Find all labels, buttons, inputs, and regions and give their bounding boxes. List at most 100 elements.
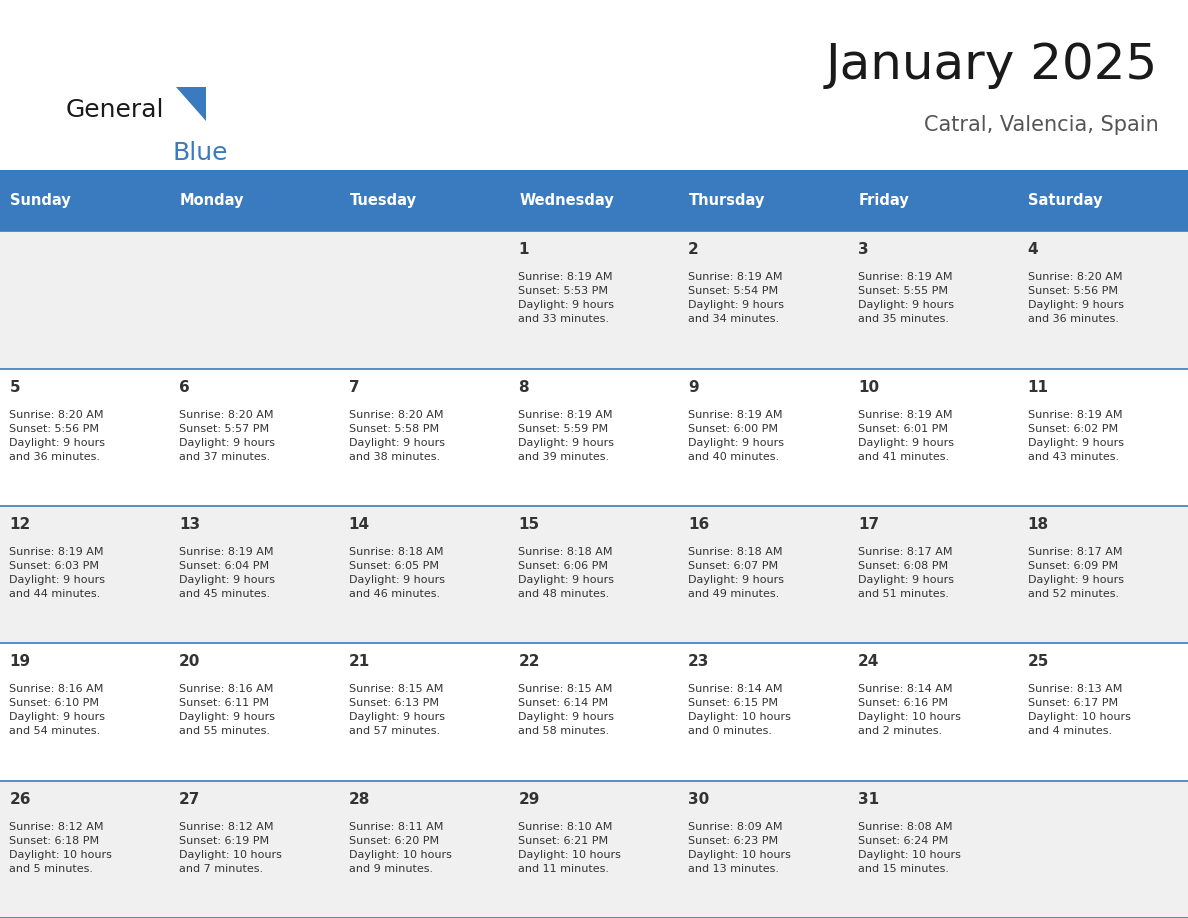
Bar [170,170,340,231]
Bar [678,506,848,644]
Bar [848,231,1018,368]
Bar [0,170,170,231]
Bar [170,780,340,918]
Text: 25: 25 [1028,655,1049,669]
Text: Sunrise: 8:12 AM
Sunset: 6:18 PM
Daylight: 10 hours
and 5 minutes.: Sunrise: 8:12 AM Sunset: 6:18 PM Dayligh… [10,822,112,874]
Text: Sunrise: 8:18 AM
Sunset: 6:06 PM
Daylight: 9 hours
and 48 minutes.: Sunrise: 8:18 AM Sunset: 6:06 PM Dayligh… [518,547,614,599]
Text: Friday: Friday [859,193,910,208]
Text: Sunrise: 8:19 AM
Sunset: 6:02 PM
Daylight: 9 hours
and 43 minutes.: Sunrise: 8:19 AM Sunset: 6:02 PM Dayligh… [1028,409,1124,462]
Text: Sunrise: 8:17 AM
Sunset: 6:08 PM
Daylight: 9 hours
and 51 minutes.: Sunrise: 8:17 AM Sunset: 6:08 PM Dayligh… [858,547,954,599]
Text: 3: 3 [858,242,868,257]
Bar [0,368,170,506]
Bar [678,644,848,780]
Bar [848,644,1018,780]
Text: 10: 10 [858,379,879,395]
Bar [170,506,340,644]
Text: Sunrise: 8:18 AM
Sunset: 6:07 PM
Daylight: 9 hours
and 49 minutes.: Sunrise: 8:18 AM Sunset: 6:07 PM Dayligh… [688,547,784,599]
Bar [0,644,170,780]
Text: 9: 9 [688,379,699,395]
Text: Sunrise: 8:19 AM
Sunset: 5:55 PM
Daylight: 9 hours
and 35 minutes.: Sunrise: 8:19 AM Sunset: 5:55 PM Dayligh… [858,273,954,324]
Text: Sunrise: 8:09 AM
Sunset: 6:23 PM
Daylight: 10 hours
and 13 minutes.: Sunrise: 8:09 AM Sunset: 6:23 PM Dayligh… [688,822,791,874]
Bar [0,231,170,368]
Text: 21: 21 [349,655,369,669]
Text: Sunrise: 8:19 AM
Sunset: 6:01 PM
Daylight: 9 hours
and 41 minutes.: Sunrise: 8:19 AM Sunset: 6:01 PM Dayligh… [858,409,954,462]
Bar [0,506,170,644]
Text: Sunrise: 8:19 AM
Sunset: 5:54 PM
Daylight: 9 hours
and 34 minutes.: Sunrise: 8:19 AM Sunset: 5:54 PM Dayligh… [688,273,784,324]
Text: 18: 18 [1028,517,1049,532]
Bar [848,170,1018,231]
Text: Sunrise: 8:10 AM
Sunset: 6:21 PM
Daylight: 10 hours
and 11 minutes.: Sunrise: 8:10 AM Sunset: 6:21 PM Dayligh… [518,822,621,874]
Text: Blue: Blue [172,141,228,165]
Text: 12: 12 [10,517,31,532]
Text: Saturday: Saturday [1029,193,1102,208]
Text: General: General [65,98,164,122]
Text: Sunrise: 8:19 AM
Sunset: 6:04 PM
Daylight: 9 hours
and 45 minutes.: Sunrise: 8:19 AM Sunset: 6:04 PM Dayligh… [179,547,276,599]
Bar [678,231,848,368]
Text: Sunrise: 8:20 AM
Sunset: 5:57 PM
Daylight: 9 hours
and 37 minutes.: Sunrise: 8:20 AM Sunset: 5:57 PM Dayligh… [179,409,276,462]
Text: Tuesday: Tuesday [349,193,417,208]
Text: 29: 29 [518,791,539,807]
Text: 28: 28 [349,791,371,807]
Bar [0,780,170,918]
Bar [510,644,678,780]
Bar [510,368,678,506]
Text: 17: 17 [858,517,879,532]
Text: Sunrise: 8:19 AM
Sunset: 5:53 PM
Daylight: 9 hours
and 33 minutes.: Sunrise: 8:19 AM Sunset: 5:53 PM Dayligh… [518,273,614,324]
Text: 26: 26 [10,791,31,807]
Polygon shape [176,87,206,121]
Text: Sunrise: 8:11 AM
Sunset: 6:20 PM
Daylight: 10 hours
and 9 minutes.: Sunrise: 8:11 AM Sunset: 6:20 PM Dayligh… [349,822,451,874]
Text: 19: 19 [10,655,31,669]
Bar [510,780,678,918]
Text: Sunrise: 8:19 AM
Sunset: 6:00 PM
Daylight: 9 hours
and 40 minutes.: Sunrise: 8:19 AM Sunset: 6:00 PM Dayligh… [688,409,784,462]
Bar [1018,170,1188,231]
Text: Catral, Valencia, Spain: Catral, Valencia, Spain [923,115,1158,135]
Bar [510,506,678,644]
Bar [170,644,340,780]
Text: 7: 7 [349,379,360,395]
Text: Monday: Monday [179,193,245,208]
Text: Sunrise: 8:20 AM
Sunset: 5:56 PM
Daylight: 9 hours
and 36 minutes.: Sunrise: 8:20 AM Sunset: 5:56 PM Dayligh… [1028,273,1124,324]
Text: 11: 11 [1028,379,1049,395]
Bar [170,231,340,368]
Text: 5: 5 [10,379,20,395]
Bar [1018,506,1188,644]
Text: 20: 20 [179,655,201,669]
Text: Sunday: Sunday [11,193,71,208]
Bar [1018,780,1188,918]
Text: Wednesday: Wednesday [519,193,614,208]
Text: 30: 30 [688,791,709,807]
Bar [678,368,848,506]
Bar [678,780,848,918]
Bar [340,368,510,506]
Text: 14: 14 [349,517,369,532]
Text: 22: 22 [518,655,541,669]
Bar [340,644,510,780]
Bar [340,506,510,644]
Bar [1018,368,1188,506]
Bar [170,368,340,506]
Text: Sunrise: 8:19 AM
Sunset: 6:03 PM
Daylight: 9 hours
and 44 minutes.: Sunrise: 8:19 AM Sunset: 6:03 PM Dayligh… [10,547,106,599]
Text: Thursday: Thursday [689,193,765,208]
Bar [340,780,510,918]
Text: Sunrise: 8:16 AM
Sunset: 6:11 PM
Daylight: 9 hours
and 55 minutes.: Sunrise: 8:16 AM Sunset: 6:11 PM Dayligh… [179,685,276,736]
Text: Sunrise: 8:19 AM
Sunset: 5:59 PM
Daylight: 9 hours
and 39 minutes.: Sunrise: 8:19 AM Sunset: 5:59 PM Dayligh… [518,409,614,462]
Text: 8: 8 [518,379,529,395]
Text: Sunrise: 8:15 AM
Sunset: 6:13 PM
Daylight: 9 hours
and 57 minutes.: Sunrise: 8:15 AM Sunset: 6:13 PM Dayligh… [349,685,444,736]
Bar [848,780,1018,918]
Text: 23: 23 [688,655,709,669]
Text: 2: 2 [688,242,699,257]
Text: 4: 4 [1028,242,1038,257]
Text: Sunrise: 8:14 AM
Sunset: 6:15 PM
Daylight: 10 hours
and 0 minutes.: Sunrise: 8:14 AM Sunset: 6:15 PM Dayligh… [688,685,791,736]
Text: 6: 6 [179,379,190,395]
Text: Sunrise: 8:17 AM
Sunset: 6:09 PM
Daylight: 9 hours
and 52 minutes.: Sunrise: 8:17 AM Sunset: 6:09 PM Dayligh… [1028,547,1124,599]
Bar [1018,231,1188,368]
Text: Sunrise: 8:14 AM
Sunset: 6:16 PM
Daylight: 10 hours
and 2 minutes.: Sunrise: 8:14 AM Sunset: 6:16 PM Dayligh… [858,685,961,736]
Text: 27: 27 [179,791,201,807]
Text: Sunrise: 8:20 AM
Sunset: 5:58 PM
Daylight: 9 hours
and 38 minutes.: Sunrise: 8:20 AM Sunset: 5:58 PM Dayligh… [349,409,444,462]
Text: 31: 31 [858,791,879,807]
Text: Sunrise: 8:12 AM
Sunset: 6:19 PM
Daylight: 10 hours
and 7 minutes.: Sunrise: 8:12 AM Sunset: 6:19 PM Dayligh… [179,822,282,874]
Text: Sunrise: 8:13 AM
Sunset: 6:17 PM
Daylight: 10 hours
and 4 minutes.: Sunrise: 8:13 AM Sunset: 6:17 PM Dayligh… [1028,685,1131,736]
Text: January 2025: January 2025 [826,41,1158,89]
Bar [678,170,848,231]
Text: Sunrise: 8:18 AM
Sunset: 6:05 PM
Daylight: 9 hours
and 46 minutes.: Sunrise: 8:18 AM Sunset: 6:05 PM Dayligh… [349,547,444,599]
